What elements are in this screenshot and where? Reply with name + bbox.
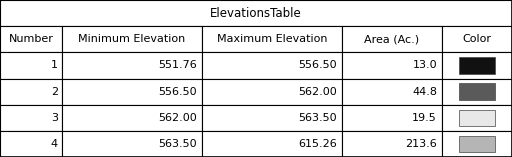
Bar [459, 57, 495, 73]
Text: 556.50: 556.50 [158, 87, 197, 97]
Bar [0, 0, 512, 26]
Text: 19.5: 19.5 [412, 113, 437, 123]
Text: 44.8: 44.8 [412, 87, 437, 97]
Bar [62, 52, 202, 78]
Bar [0, 105, 62, 131]
Bar [62, 131, 202, 157]
Bar [459, 136, 495, 152]
Bar [442, 131, 512, 157]
Bar [202, 78, 342, 105]
Text: ElevationsTable: ElevationsTable [210, 7, 302, 20]
Bar [62, 78, 202, 105]
Text: 4: 4 [51, 139, 58, 149]
Bar [342, 131, 442, 157]
Text: Color: Color [462, 34, 492, 44]
Bar [459, 84, 495, 100]
Text: 563.50: 563.50 [298, 113, 337, 123]
Bar [202, 131, 342, 157]
Text: 563.50: 563.50 [158, 139, 197, 149]
Text: Number: Number [9, 34, 53, 44]
Text: Minimum Elevation: Minimum Elevation [78, 34, 186, 44]
Bar [62, 26, 202, 52]
Bar [0, 52, 62, 78]
Bar [342, 105, 442, 131]
Bar [62, 105, 202, 131]
Bar [0, 131, 62, 157]
Bar [342, 78, 442, 105]
Text: 562.00: 562.00 [158, 113, 197, 123]
Bar [202, 26, 342, 52]
Text: 1: 1 [51, 60, 58, 70]
Text: 556.50: 556.50 [298, 60, 337, 70]
Bar [459, 110, 495, 126]
Bar [202, 105, 342, 131]
Bar [442, 78, 512, 105]
Bar [342, 26, 442, 52]
Bar [442, 52, 512, 78]
Text: 3: 3 [51, 113, 58, 123]
Text: Area (Ac.): Area (Ac.) [365, 34, 419, 44]
Bar [0, 78, 62, 105]
Bar [0, 26, 62, 52]
Text: 615.26: 615.26 [298, 139, 337, 149]
Text: 2: 2 [51, 87, 58, 97]
Bar [442, 105, 512, 131]
Text: 213.6: 213.6 [406, 139, 437, 149]
Bar [202, 52, 342, 78]
Bar [442, 26, 512, 52]
Text: 562.00: 562.00 [298, 87, 337, 97]
Text: 13.0: 13.0 [412, 60, 437, 70]
Text: Maximum Elevation: Maximum Elevation [217, 34, 327, 44]
Bar [342, 52, 442, 78]
Text: 551.76: 551.76 [158, 60, 197, 70]
